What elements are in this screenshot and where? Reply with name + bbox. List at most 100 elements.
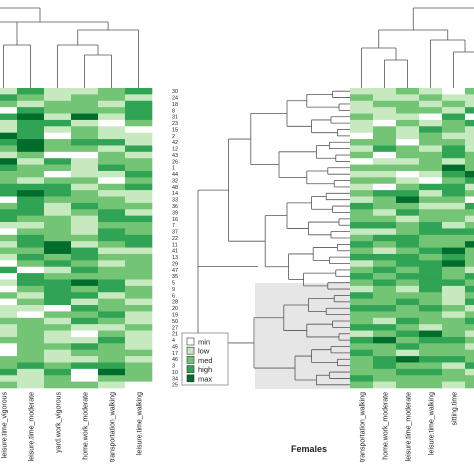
heatmap-cell	[465, 260, 474, 268]
legend-label: max	[198, 374, 212, 383]
heatmap-cell	[71, 253, 99, 261]
heatmap-cell	[419, 375, 443, 382]
heatmap-cell	[125, 158, 153, 165]
heatmap-cell	[98, 222, 126, 229]
column-label: home.work_moderate	[83, 392, 90, 460]
heatmap-cell	[465, 139, 474, 146]
heatmap-cell	[44, 183, 72, 191]
heatmap-cell	[71, 247, 99, 255]
heatmap-cell	[98, 349, 126, 357]
heatmap-cell	[350, 139, 374, 146]
heatmap-cell	[465, 343, 474, 351]
heatmap-cell	[98, 324, 126, 331]
heatmap-cell	[350, 285, 374, 293]
heatmap-cell	[396, 279, 420, 287]
heatmap-cell	[396, 324, 420, 331]
heatmap-cell	[0, 228, 18, 236]
heatmap-cell	[44, 349, 72, 357]
row-label: 5	[172, 281, 175, 287]
heatmap-cell	[373, 349, 397, 357]
heatmap-cell	[44, 119, 72, 127]
heatmap-cell	[465, 330, 474, 338]
heatmap-cell	[373, 215, 397, 223]
heatmap-cell	[442, 241, 466, 248]
heatmap-cell	[465, 336, 474, 344]
heatmap-cell	[125, 183, 153, 191]
heatmap-cell	[373, 158, 397, 165]
heatmap-cell	[396, 100, 420, 108]
heatmap-cell	[442, 228, 466, 236]
heatmap-cell	[419, 330, 443, 338]
heatmap-cell	[98, 298, 126, 306]
heatmap-cell	[71, 260, 99, 268]
heatmap-cell	[350, 241, 374, 248]
heatmap-cell	[98, 94, 126, 102]
heatmap-cell	[98, 196, 126, 204]
heatmap-cell	[0, 311, 18, 319]
row-label: 28	[172, 300, 178, 306]
row-label: 10	[172, 370, 178, 376]
heatmap-cell	[419, 368, 443, 376]
heatmap-cell	[373, 170, 397, 178]
heatmap-cell	[442, 196, 466, 204]
heatmap-cell	[465, 183, 474, 191]
heatmap-cell	[350, 158, 374, 165]
heatmap-cell	[98, 126, 126, 133]
heatmap-cell	[17, 215, 45, 223]
heatmap-cell	[125, 349, 153, 357]
heatmap-cell	[17, 273, 45, 280]
heatmap-cell	[17, 183, 45, 191]
column-dendrogram	[0, 7, 139, 88]
heatmap-cell	[442, 324, 466, 331]
heatmap-cell	[350, 228, 374, 236]
heatmap-cell	[98, 107, 126, 114]
row-label: 25	[172, 383, 178, 389]
heatmap-cell	[442, 100, 466, 108]
heatmap-cell	[419, 324, 443, 331]
heatmap-cell	[71, 362, 99, 370]
heatmap-cell	[125, 381, 153, 389]
heatmap-cell	[44, 368, 72, 376]
heatmap-cell	[350, 209, 374, 216]
heatmap-cell	[350, 126, 374, 133]
heatmap-cell	[44, 343, 72, 351]
row-label: 8	[172, 108, 175, 114]
heatmap-cell	[465, 158, 474, 165]
heatmap-cell	[125, 228, 153, 236]
heatmap-cell	[71, 145, 99, 153]
heatmap-cell	[373, 336, 397, 344]
heatmap-cell	[44, 298, 72, 306]
heatmap-cell	[17, 356, 45, 363]
heatmap-cell	[419, 362, 443, 370]
heatmap-cell	[465, 126, 474, 133]
heatmap-cell	[396, 183, 420, 191]
heatmap-cell	[98, 241, 126, 248]
heatmap-cell	[71, 107, 99, 114]
heatmap-cell	[465, 107, 474, 114]
heatmap-cell	[71, 132, 99, 140]
heatmap-cell	[442, 202, 466, 210]
heatmap-cell	[419, 100, 443, 108]
heatmap-cell	[373, 196, 397, 204]
heatmap-cell	[44, 234, 72, 242]
legend-label: high	[198, 365, 212, 374]
column-label: yard.work_vigorous	[56, 392, 63, 453]
heatmap-cell	[442, 119, 466, 127]
heatmap-cell	[125, 126, 153, 133]
heatmap-cell	[373, 139, 397, 146]
heatmap-cell	[0, 292, 18, 299]
heatmap-cell	[373, 183, 397, 191]
heatmap-cell	[44, 132, 72, 140]
heatmap-cell	[0, 343, 18, 351]
heatmap-cell	[98, 215, 126, 223]
heatmap-cell	[396, 311, 420, 319]
row-label: 16	[172, 217, 178, 223]
heatmap-cell	[98, 368, 126, 376]
heatmap-cell	[442, 368, 466, 376]
row-label: 15	[172, 127, 178, 133]
heatmap-cell	[98, 317, 126, 325]
heatmap-cell	[71, 88, 99, 95]
heatmap-cell	[98, 285, 126, 293]
heatmap-cell	[71, 241, 99, 248]
